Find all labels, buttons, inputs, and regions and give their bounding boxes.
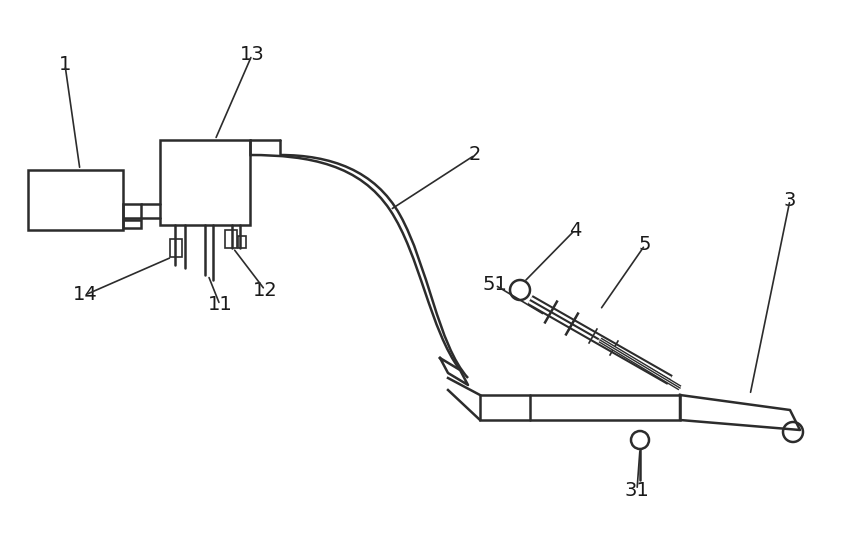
Bar xyxy=(123,220,141,228)
Text: 5: 5 xyxy=(639,236,651,254)
Text: 31: 31 xyxy=(624,480,650,500)
Bar xyxy=(123,204,141,218)
Text: 51: 51 xyxy=(483,275,507,295)
Text: 14: 14 xyxy=(73,285,97,305)
Bar xyxy=(28,170,123,230)
Bar xyxy=(225,230,237,248)
Text: 3: 3 xyxy=(783,190,796,210)
Text: 13: 13 xyxy=(240,45,264,65)
Bar xyxy=(238,236,246,248)
Bar xyxy=(170,239,182,257)
Text: 4: 4 xyxy=(569,220,581,240)
Text: 12: 12 xyxy=(252,280,277,300)
Bar xyxy=(160,140,250,225)
Text: 2: 2 xyxy=(468,146,481,164)
Text: 11: 11 xyxy=(208,295,232,315)
Bar xyxy=(480,395,680,420)
Text: 1: 1 xyxy=(58,56,71,75)
